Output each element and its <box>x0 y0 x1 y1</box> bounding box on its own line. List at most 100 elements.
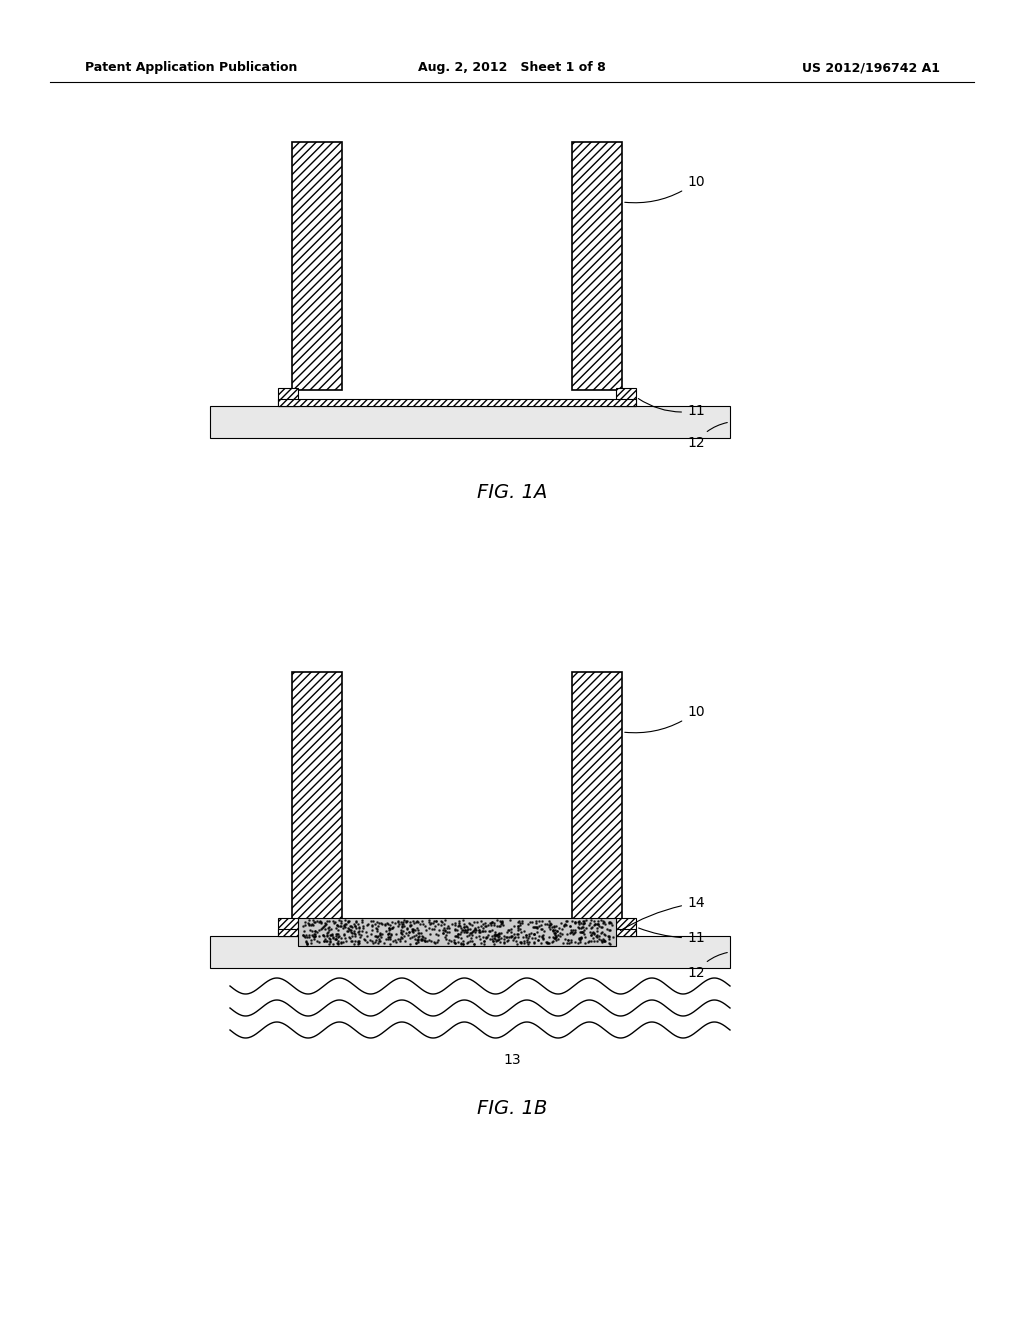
Point <box>329 917 345 939</box>
Point <box>534 919 550 940</box>
Point <box>323 924 339 945</box>
Point <box>372 923 388 944</box>
Point <box>558 911 574 932</box>
Point <box>457 919 473 940</box>
Point <box>591 928 607 949</box>
Point <box>398 909 415 931</box>
Point <box>594 921 610 942</box>
Point <box>380 917 396 939</box>
Point <box>300 912 316 933</box>
Bar <box>210 407 730 438</box>
Point <box>541 932 557 953</box>
Point <box>525 923 542 944</box>
Point <box>493 911 509 932</box>
Point <box>316 931 333 952</box>
Point <box>359 932 376 953</box>
Point <box>347 923 364 944</box>
Point <box>493 923 509 944</box>
Point <box>510 917 526 939</box>
Point <box>370 916 386 937</box>
Point <box>329 915 345 936</box>
Point <box>471 925 487 946</box>
Point <box>335 931 351 952</box>
Point <box>346 920 362 941</box>
Point <box>581 931 597 952</box>
Point <box>443 931 460 952</box>
Point <box>471 919 487 940</box>
Point <box>424 919 440 940</box>
Text: 10: 10 <box>625 176 705 203</box>
Point <box>566 911 583 932</box>
Point <box>595 913 611 935</box>
Point <box>404 920 421 941</box>
Point <box>335 917 351 939</box>
Point <box>339 920 355 941</box>
Point <box>514 912 530 933</box>
Point <box>530 929 547 950</box>
Point <box>500 920 516 941</box>
Point <box>466 920 482 941</box>
Point <box>338 931 354 952</box>
Point <box>556 915 572 936</box>
Point <box>372 931 388 952</box>
Point <box>589 931 605 952</box>
Point <box>416 913 432 935</box>
Point <box>355 929 372 950</box>
Point <box>478 927 495 948</box>
Point <box>330 932 346 953</box>
Point <box>494 928 510 949</box>
Point <box>546 916 562 937</box>
Point <box>595 928 611 949</box>
Point <box>297 924 313 945</box>
Point <box>483 919 500 940</box>
Point <box>305 911 322 932</box>
Point <box>560 929 577 950</box>
Point <box>530 929 547 950</box>
Point <box>572 927 589 948</box>
Point <box>599 919 615 940</box>
Point <box>490 924 507 945</box>
Point <box>503 925 519 946</box>
Point <box>549 921 565 942</box>
Point <box>566 912 583 933</box>
Point <box>371 931 387 952</box>
Point <box>462 919 478 940</box>
Point <box>437 927 454 948</box>
Point <box>453 933 469 954</box>
Point <box>559 909 575 931</box>
Point <box>450 927 466 948</box>
Point <box>425 912 441 933</box>
Point <box>596 923 612 944</box>
Point <box>343 919 359 940</box>
Point <box>369 927 385 948</box>
Point <box>499 927 515 948</box>
Point <box>426 915 442 936</box>
Point <box>377 913 393 935</box>
Point <box>436 913 453 935</box>
Point <box>548 925 564 946</box>
Point <box>492 932 508 953</box>
Point <box>349 913 366 935</box>
Point <box>477 915 494 936</box>
Point <box>312 911 329 932</box>
Point <box>516 932 532 953</box>
Bar <box>616 917 636 936</box>
Point <box>439 921 456 942</box>
Point <box>319 921 336 942</box>
Point <box>582 921 598 942</box>
Point <box>541 927 557 948</box>
Text: FIG. 1A: FIG. 1A <box>477 483 547 503</box>
Point <box>503 919 519 940</box>
Point <box>600 927 616 948</box>
Point <box>506 924 522 945</box>
Point <box>570 913 587 935</box>
Point <box>575 920 592 941</box>
Point <box>311 932 328 953</box>
Point <box>540 932 556 953</box>
Point <box>492 915 508 936</box>
Point <box>548 925 564 946</box>
Point <box>601 925 617 946</box>
Point <box>525 916 542 937</box>
Point <box>602 911 618 932</box>
Point <box>302 932 318 953</box>
